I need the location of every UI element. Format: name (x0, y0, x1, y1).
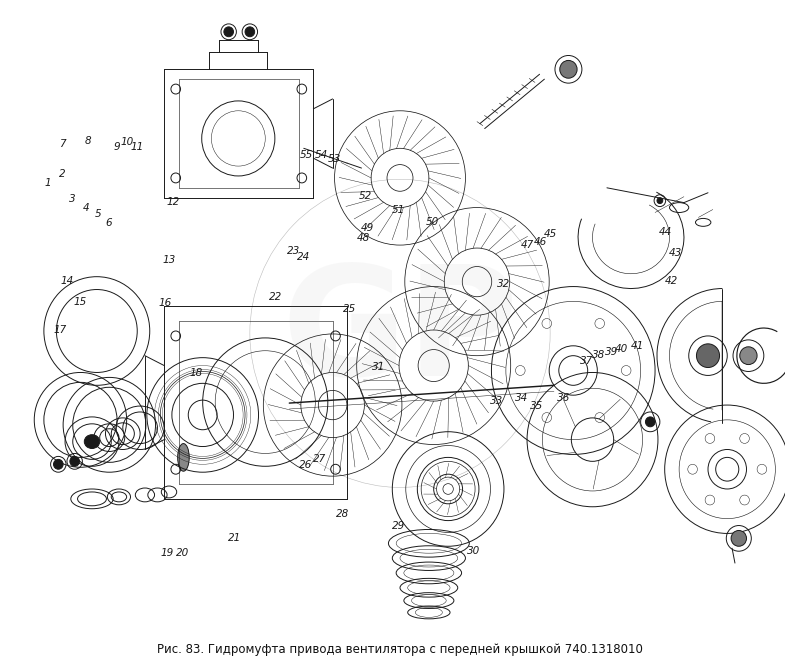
Text: 50: 50 (426, 217, 439, 227)
Text: 45: 45 (543, 229, 557, 240)
Text: 54: 54 (315, 150, 328, 160)
Text: 47: 47 (521, 240, 534, 250)
Text: 42: 42 (665, 276, 678, 286)
Text: 38: 38 (592, 350, 606, 360)
Text: 53: 53 (328, 154, 341, 164)
Text: 40: 40 (615, 344, 628, 354)
Text: 52: 52 (358, 191, 372, 201)
Circle shape (657, 197, 662, 203)
Text: 29: 29 (392, 521, 405, 531)
Text: 48: 48 (357, 233, 370, 244)
Ellipse shape (740, 347, 757, 365)
Ellipse shape (70, 456, 79, 466)
Text: 37: 37 (580, 356, 593, 366)
Circle shape (731, 531, 746, 547)
Text: 39: 39 (605, 347, 618, 357)
Circle shape (646, 417, 655, 427)
Text: 19: 19 (161, 547, 174, 557)
Text: 35: 35 (530, 401, 544, 411)
Text: 4: 4 (83, 203, 90, 213)
Text: 51: 51 (392, 205, 405, 215)
Circle shape (224, 27, 234, 37)
Text: 10: 10 (120, 137, 134, 147)
Text: 25: 25 (343, 304, 357, 314)
Text: 43: 43 (669, 248, 682, 258)
Text: 20: 20 (176, 547, 190, 557)
Ellipse shape (54, 460, 63, 469)
Text: 1: 1 (44, 179, 50, 189)
Text: 3: 3 (70, 193, 76, 203)
Text: 5: 5 (95, 209, 102, 219)
Text: GP: GP (282, 259, 518, 408)
Text: 44: 44 (659, 227, 672, 237)
Text: 27: 27 (313, 454, 326, 464)
Text: 18: 18 (190, 368, 202, 378)
Text: 6: 6 (106, 218, 112, 228)
Text: 21: 21 (228, 533, 241, 543)
Text: 17: 17 (53, 325, 66, 335)
Text: 26: 26 (299, 460, 313, 470)
Text: 15: 15 (74, 296, 87, 306)
Text: 2: 2 (59, 169, 66, 179)
Text: 13: 13 (162, 255, 176, 265)
Text: 41: 41 (630, 341, 644, 351)
Text: 23: 23 (287, 246, 300, 256)
Text: 32: 32 (498, 280, 510, 290)
Circle shape (245, 27, 254, 37)
Text: 31: 31 (372, 362, 385, 372)
Text: 11: 11 (130, 142, 143, 152)
Text: 46: 46 (534, 237, 546, 247)
Text: 55: 55 (299, 150, 313, 160)
Ellipse shape (560, 60, 577, 78)
Text: 24: 24 (297, 252, 310, 262)
Text: 33: 33 (490, 395, 503, 405)
Ellipse shape (178, 444, 190, 471)
Text: 34: 34 (515, 393, 528, 403)
Text: 36: 36 (557, 393, 570, 403)
Ellipse shape (84, 435, 100, 448)
Text: 9: 9 (114, 142, 120, 152)
Text: 8: 8 (85, 136, 91, 146)
Text: 7: 7 (59, 138, 66, 149)
Text: 14: 14 (61, 276, 74, 286)
Ellipse shape (697, 344, 719, 367)
Text: 49: 49 (361, 223, 374, 233)
Text: Рис. 83. Гидромуфта привода вентилятора с передней крышкой 740.1318010: Рис. 83. Гидромуфта привода вентилятора … (157, 643, 643, 656)
Text: 30: 30 (466, 546, 480, 556)
Text: 22: 22 (269, 292, 282, 302)
Text: 12: 12 (166, 197, 179, 207)
Text: 28: 28 (336, 509, 349, 519)
Text: 16: 16 (158, 298, 172, 308)
